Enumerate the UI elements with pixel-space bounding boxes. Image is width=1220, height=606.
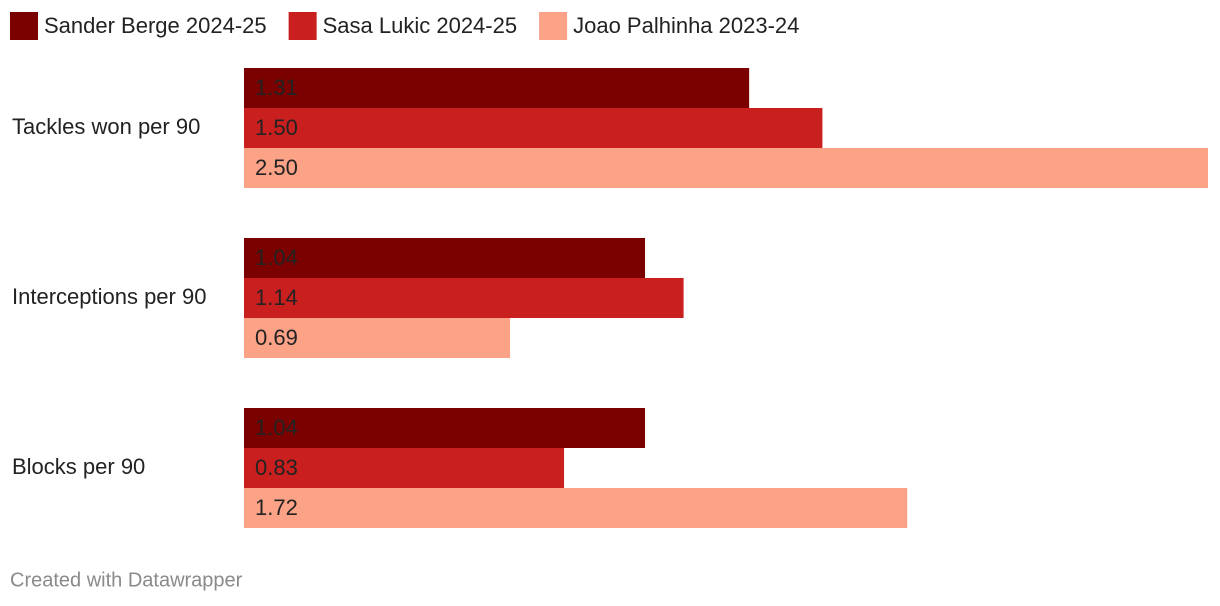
bar: [244, 448, 565, 488]
legend-swatch: [539, 12, 568, 40]
bar: [244, 278, 684, 318]
bar: [244, 68, 750, 108]
bar: [244, 108, 823, 148]
legend-label: Joao Palhinha 2023-24: [573, 13, 799, 38]
value-label: 2.50: [255, 155, 298, 180]
bar: [244, 488, 908, 528]
legend-swatch: [10, 12, 38, 40]
bar: [244, 238, 646, 278]
value-label: 1.04: [255, 245, 298, 270]
category-label: Blocks per 90: [12, 454, 145, 479]
bar: [244, 318, 511, 358]
value-label: 1.50: [255, 115, 298, 140]
bar: [244, 148, 1208, 188]
bar: [244, 408, 646, 448]
value-label: 1.31: [255, 75, 298, 100]
legend-swatch: [288, 12, 317, 40]
category-label: Interceptions per 90: [12, 284, 206, 309]
value-label: 0.69: [255, 325, 298, 350]
credit: Created with Datawrapper: [10, 569, 243, 591]
legend-label: Sasa Lukic 2024-25: [323, 13, 517, 38]
category-label: Tackles won per 90: [12, 114, 200, 139]
value-label: 1.72: [255, 495, 298, 520]
value-label: 1.14: [255, 285, 298, 310]
value-label: 1.04: [255, 415, 298, 440]
value-label: 0.83: [255, 455, 298, 480]
legend-label: Sander Berge 2024-25: [44, 13, 267, 38]
